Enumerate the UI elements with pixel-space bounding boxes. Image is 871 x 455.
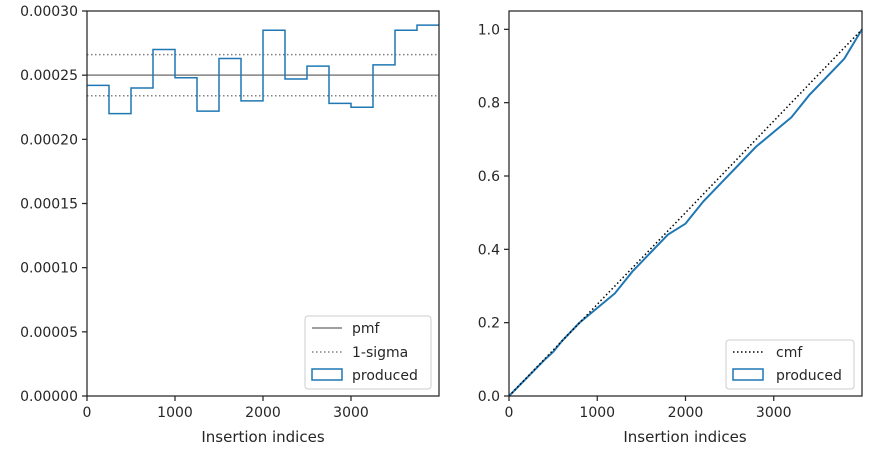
produced-histogram xyxy=(87,24,439,115)
right-y-tick-label: 0.6 xyxy=(478,169,500,185)
legend-1-sigma-label: 1-sigma xyxy=(352,345,408,361)
right-x-ticks: 0 1000 2000 3000 xyxy=(505,396,792,421)
left-y-ticks: 0.00000 0.00005 0.00010 0.00015 0.00020 0.000… xyxy=(20,4,87,405)
left-y-tick-label: 0.00000 xyxy=(20,389,78,405)
left-series xyxy=(87,24,439,115)
right-y-tick-label: 0.4 xyxy=(478,242,500,258)
left-plot: 0 1000 2000 3000 0.000000.000050.000100.000… xyxy=(20,4,440,446)
left-y-tick-label: 0.00025 xyxy=(20,68,78,84)
right-x-tick-label: 1000 xyxy=(579,405,615,421)
left-x-ticks: 0 1000 2000 3000 xyxy=(83,396,369,421)
left-y-tick-label: 0.00030 xyxy=(20,4,78,20)
left-legend: pmf 1-sigma produced xyxy=(304,315,432,390)
left-y-tick-label: 0.00020 xyxy=(20,132,78,148)
right-x-tick-label: 3000 xyxy=(756,405,792,421)
legend-produced-swatch xyxy=(311,368,343,381)
right-y-ticks: 0.0 0.2 0.4 0.6 0.8 1.0 xyxy=(478,22,509,405)
legend-produced-label: produced xyxy=(352,368,418,384)
right-y-tick-label: 0.2 xyxy=(478,316,500,332)
left-x-tick-label: 3000 xyxy=(333,405,369,421)
cmf-line xyxy=(508,28,863,397)
right-series xyxy=(508,28,863,397)
legend-produced-cdf-swatch xyxy=(732,368,764,381)
left-y-tick-label: 0.00005 xyxy=(20,325,78,341)
left-x-axis-label: Insertion indices xyxy=(201,428,324,446)
right-legend: cmf produced xyxy=(725,339,855,390)
left-legend-box xyxy=(304,315,432,390)
left-y-tick-label: 0.00015 xyxy=(20,197,78,213)
left-y-tick-label: 0.00010 xyxy=(20,261,78,277)
right-plot: 0 1000 2000 3000 0.0 0.2 0.4 0.6 0.8 1.0 Inserti… xyxy=(478,10,863,446)
right-y-tick-label: 0.0 xyxy=(478,389,500,405)
right-y-tick-label: 0.8 xyxy=(478,96,500,112)
right-axes-frame xyxy=(508,10,863,397)
right-x-tick-label: 0 xyxy=(505,405,514,421)
left-x-tick-label: 0 xyxy=(83,405,92,421)
right-y-tick-label: 1.0 xyxy=(478,22,500,38)
legend-cmf-label: cmf xyxy=(776,345,803,361)
right-x-axis-label: Insertion indices xyxy=(623,428,746,446)
legend-produced-cdf-label: produced xyxy=(776,368,842,384)
left-x-tick-label: 1000 xyxy=(157,405,193,421)
left-x-tick-label: 2000 xyxy=(245,405,281,421)
right-x-tick-label: 2000 xyxy=(668,405,704,421)
legend-pmf-label: pmf xyxy=(352,321,381,337)
